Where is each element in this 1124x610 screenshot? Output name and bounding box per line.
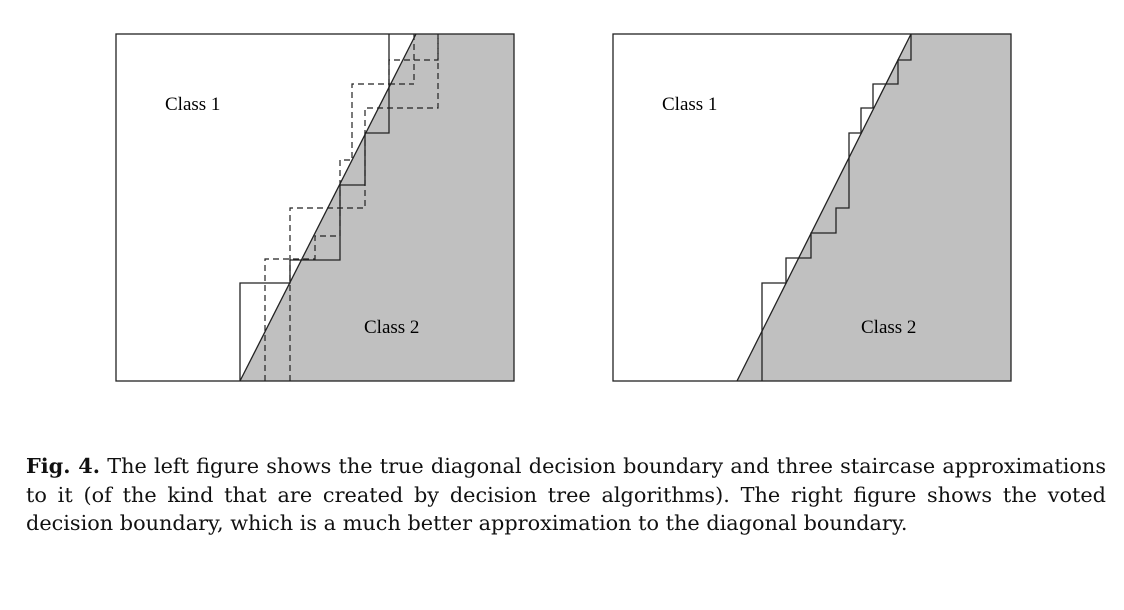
plot-frame <box>115 33 515 382</box>
caption-text: The left figure shows the true diagonal … <box>26 454 1106 535</box>
class2-label: Class 2 <box>861 317 916 338</box>
left-figure: Class 1 Class 2 <box>115 33 515 382</box>
class1-label: Class 1 <box>165 94 220 115</box>
voted-staircase-boundary <box>761 34 912 381</box>
class1-label: Class 1 <box>662 94 717 115</box>
right-figure: Class 1 Class 2 <box>612 33 1012 382</box>
plot-frame <box>612 33 1012 382</box>
class2-region <box>240 34 514 381</box>
figure-caption: Fig. 4. The left figure shows the true d… <box>26 452 1106 538</box>
true-diagonal-boundary <box>736 33 912 382</box>
dashed-staircase-approximation-b <box>289 34 439 381</box>
class2-region <box>737 34 1011 381</box>
class2-label: Class 2 <box>364 317 419 338</box>
dashed-staircase-approximation-a <box>264 34 439 381</box>
caption-label: Fig. 4. <box>26 453 100 478</box>
